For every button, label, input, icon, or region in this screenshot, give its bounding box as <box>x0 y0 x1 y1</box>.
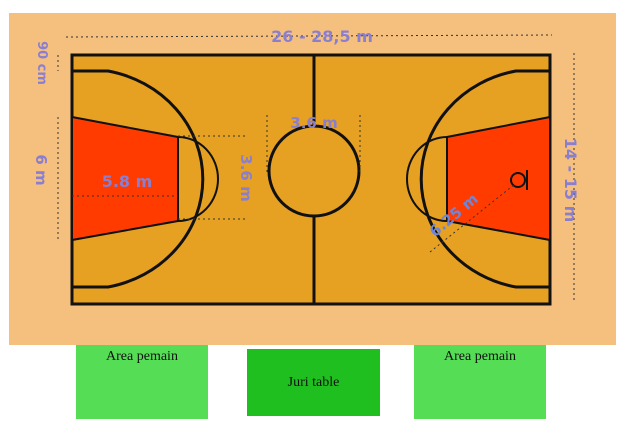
left-free-throw-arc <box>177 136 219 222</box>
left-player-area-label: Area pemain <box>106 349 178 364</box>
right-free-throw-arc <box>406 136 448 222</box>
scorer-table-label: Juri table <box>287 374 340 390</box>
right-rim <box>510 172 526 188</box>
center-circle-label: 3.6 m <box>290 114 337 132</box>
left-three-point-line <box>72 69 205 289</box>
right-key <box>446 115 551 242</box>
length-label: 26 - 28,5 m <box>271 27 373 46</box>
left-player-area: Area pemain <box>76 345 208 419</box>
ft-circle-label: 3.6 m <box>237 154 255 201</box>
key-width-label: 6 m <box>32 154 50 185</box>
scorer-table-area: Juri table <box>247 349 380 416</box>
right-player-area-label: Area pemain <box>444 349 516 364</box>
center-circle <box>267 124 361 218</box>
right-three-point-line <box>419 69 550 289</box>
length-guide <box>65 34 553 38</box>
three-point-guide <box>429 183 516 253</box>
right-player-area: Area pemain <box>414 345 546 419</box>
line-offset-label: 90 cm <box>34 41 49 85</box>
width-label: 14 - 15 m <box>561 138 580 223</box>
key-length-label: 5.8 m <box>102 172 153 191</box>
